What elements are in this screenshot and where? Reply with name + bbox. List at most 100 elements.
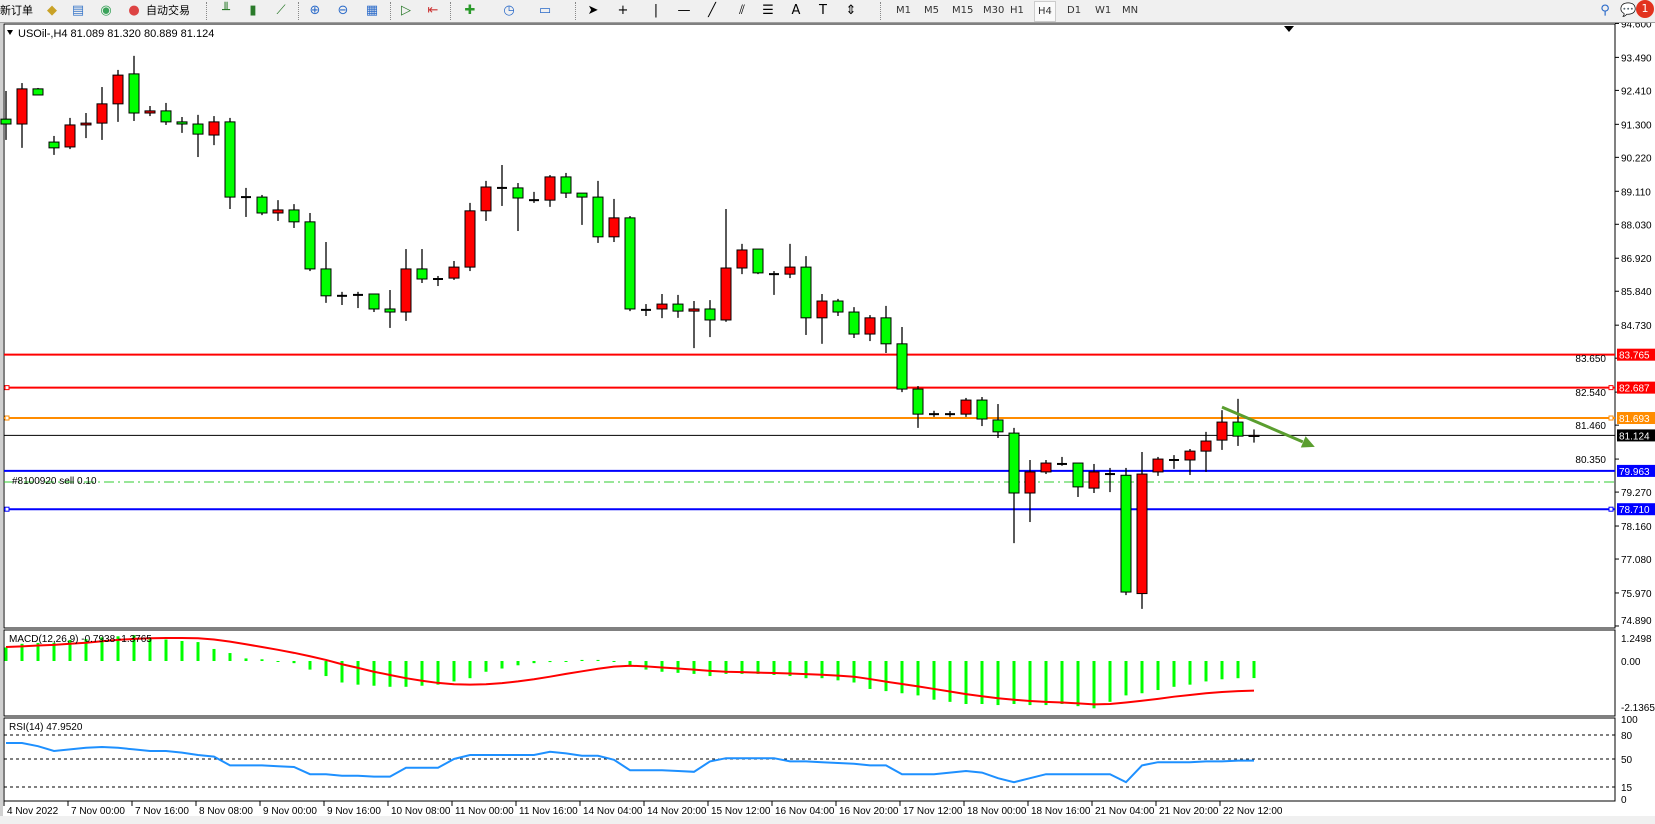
price-tick-label: 84.730 xyxy=(1621,321,1652,332)
time-tick-label: 18 Nov 16:00 xyxy=(1031,806,1091,817)
macd-histogram-bar xyxy=(628,661,632,666)
macd-histogram-bar xyxy=(724,661,728,674)
new-order-button[interactable]: 新订单 xyxy=(0,4,33,17)
timeframe-h4[interactable]: H4 xyxy=(1034,1,1056,22)
timeframe-d1[interactable]: D1 xyxy=(1067,5,1082,16)
candle-body xyxy=(1024,471,1036,494)
trendline-icon[interactable]: ╱ xyxy=(708,3,716,18)
candle-body xyxy=(1072,462,1084,488)
status-strip xyxy=(0,816,1655,824)
time-tick-label: 11 Nov 16:00 xyxy=(519,806,578,817)
auto-trading-button[interactable]: 自动交易 xyxy=(146,4,190,17)
level-handle-right xyxy=(1608,506,1614,512)
macd-histogram-bar xyxy=(788,661,792,677)
candle-body xyxy=(464,210,476,268)
candle-body xyxy=(704,308,716,321)
timeframe-m15[interactable]: M15 xyxy=(952,5,974,16)
timeframe-mn[interactable]: MN xyxy=(1122,5,1139,16)
price-tick-label: 88.030 xyxy=(1621,220,1652,231)
candlestick-icon[interactable]: ▮ xyxy=(249,3,257,18)
horizontal-line-icon[interactable]: — xyxy=(677,3,691,18)
chart-shift-marker-icon[interactable] xyxy=(1284,26,1294,32)
templates-icon[interactable]: ▭ xyxy=(538,3,552,18)
macd-histogram-bar xyxy=(868,661,872,689)
macd-histogram-bar xyxy=(980,661,984,704)
candle-body xyxy=(848,311,860,335)
macd-histogram-bar xyxy=(180,641,184,661)
candle-body xyxy=(624,217,636,310)
macd-histogram-bar xyxy=(1108,661,1112,702)
line-chart-icon[interactable]: ⟋ xyxy=(276,3,286,18)
crosshair-icon[interactable]: + xyxy=(617,3,629,18)
text-label-icon[interactable]: T xyxy=(819,3,827,18)
candle-body xyxy=(304,221,316,270)
candle-body xyxy=(256,196,268,214)
macd-histogram-bar xyxy=(404,661,408,687)
candle-body xyxy=(144,110,156,114)
market-watch-icon[interactable]: ▤ xyxy=(71,3,85,18)
candle-body xyxy=(16,88,28,125)
price-level-tag xyxy=(1617,348,1655,361)
signal-icon[interactable]: ◉ xyxy=(100,3,112,18)
timeframe-h1[interactable]: H1 xyxy=(1010,5,1024,16)
timeframe-m1[interactable]: M1 xyxy=(896,5,911,16)
annotation-arrow-head-icon xyxy=(1300,436,1315,448)
rsi-tick-label: 50 xyxy=(1621,755,1633,766)
periods-icon[interactable]: ◷ xyxy=(503,3,515,18)
timeframe-m30[interactable]: M30 xyxy=(983,5,1005,16)
chart-shift-icon[interactable]: ⇤ xyxy=(427,3,439,18)
macd-histogram-bar xyxy=(1172,661,1176,687)
price-tick-label: 92.410 xyxy=(1621,86,1652,97)
price-tick-label: 82.540 xyxy=(1575,388,1606,399)
search-icon[interactable]: ⚲ xyxy=(1600,3,1610,18)
folder-icon[interactable]: ◆ xyxy=(47,3,57,18)
macd-histogram-bar xyxy=(596,659,600,661)
indicators-icon[interactable]: ✚ xyxy=(464,3,476,18)
time-tick-label: 11 Nov 00:00 xyxy=(455,806,514,817)
candle-body xyxy=(1232,421,1244,437)
fibonacci-icon[interactable]: ☰ xyxy=(762,3,774,18)
vertical-line-icon[interactable]: | xyxy=(653,3,659,18)
candle-body xyxy=(1248,434,1260,437)
time-tick-label: 14 Nov 04:00 xyxy=(583,806,643,817)
timeframe-m5[interactable]: M5 xyxy=(924,5,939,16)
candle-body xyxy=(544,176,556,201)
macd-histogram-bar xyxy=(276,661,280,662)
macd-histogram-bar xyxy=(260,659,264,661)
time-tick-label: 18 Nov 00:00 xyxy=(967,806,1027,817)
macd-histogram-bar xyxy=(452,661,456,682)
candle-body xyxy=(896,343,908,390)
notification-badge[interactable]: 1 xyxy=(1636,0,1654,18)
level-handle-right xyxy=(1608,385,1614,391)
zoom-in-icon[interactable]: ⊕ xyxy=(309,3,321,18)
autoscroll-icon[interactable]: ▷ xyxy=(401,3,411,18)
bar-chart-icon[interactable]: ╨ xyxy=(222,3,230,18)
price-level-tag-label: 78.710 xyxy=(1619,505,1650,516)
cursor-icon[interactable]: ➤ xyxy=(587,3,599,18)
collapse-triangle-icon[interactable] xyxy=(7,30,13,35)
arrows-icon[interactable]: ⇕ xyxy=(845,3,857,18)
text-icon[interactable]: A xyxy=(791,3,801,18)
macd-histogram-bar xyxy=(580,659,584,661)
price-tick-label: 94.600 xyxy=(1621,19,1652,30)
macd-histogram-bar xyxy=(756,661,760,674)
level-handle-left xyxy=(4,385,10,391)
macd-histogram-bar xyxy=(740,661,744,674)
price-tick-label: 77.080 xyxy=(1621,555,1652,566)
macd-histogram-bar xyxy=(964,661,968,704)
macd-histogram-bar xyxy=(548,661,552,663)
tile-windows-icon[interactable]: ▦ xyxy=(365,3,379,18)
auto-trading-icon[interactable]: ● xyxy=(128,3,140,18)
rsi-tick-label: 0 xyxy=(1621,795,1627,806)
rsi-line xyxy=(6,742,1255,784)
macd-label: MACD(12,26,9) -0.7938 -1.3765 xyxy=(9,634,152,645)
candle-body xyxy=(176,121,188,125)
timeframe-w1[interactable]: W1 xyxy=(1095,5,1112,16)
zoom-out-icon[interactable]: ⊖ xyxy=(337,3,349,18)
rsi-label: RSI(14) 47.9520 xyxy=(9,722,83,733)
notification-icon[interactable]: 💬 xyxy=(1620,3,1637,18)
equidistant-channel-icon[interactable]: ⫽ xyxy=(739,3,745,18)
candle-body xyxy=(976,399,988,420)
macd-histogram-bar xyxy=(1012,661,1016,704)
